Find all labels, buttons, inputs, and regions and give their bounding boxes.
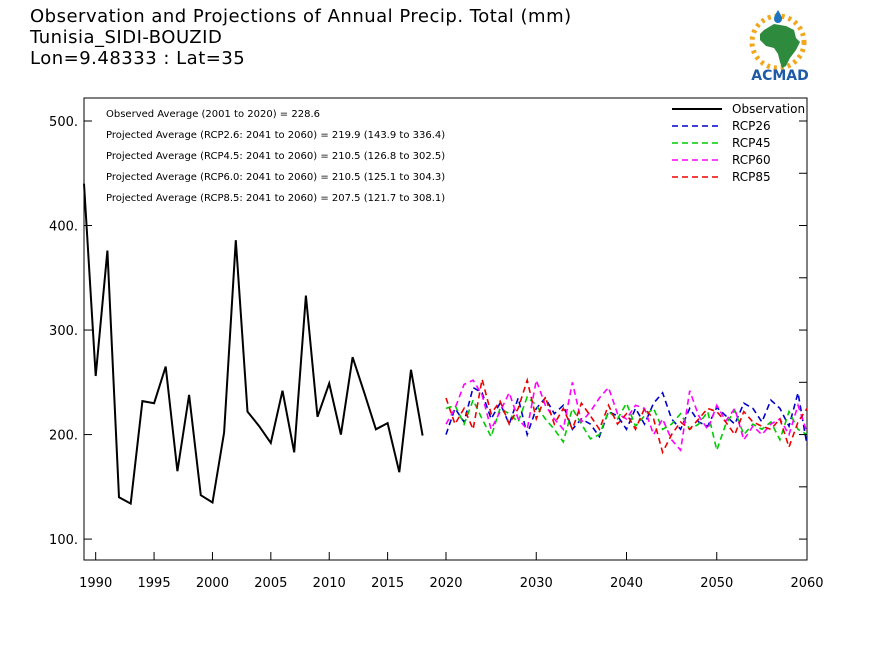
legend: Observation RCP26 RCP45 RCP60 RCP85 (672, 102, 805, 184)
x-tick-label: 2060 (790, 576, 823, 591)
raindrop-icon (774, 10, 782, 23)
x-tick-label: 2030 (520, 576, 553, 591)
y-tick-label: 300. (49, 324, 78, 339)
x-tick-label: 2000 (196, 576, 229, 591)
acmad-logo: ACMAD (749, 10, 809, 84)
y-tick-label: 500. (49, 115, 78, 130)
logo-text: ACMAD (751, 68, 809, 84)
x-tick-label: 1990 (79, 576, 112, 591)
x-tick-label: 2020 (429, 576, 462, 591)
x-tick-label: 1995 (138, 576, 171, 591)
chart-title: Observation and Projections of Annual Pr… (30, 6, 572, 27)
x-tick-label: 2015 (371, 576, 404, 591)
legend-label-rcp26: RCP26 (732, 119, 771, 133)
statistics-block: Observed Average (2001 to 2020) = 228.6 P… (106, 109, 445, 204)
plot-border (83, 97, 808, 561)
series-line-rcp85 (445, 377, 808, 455)
x-tick-label: 2005 (254, 576, 287, 591)
series-line-observation (83, 183, 424, 506)
series-layer (83, 183, 808, 506)
x-tick-label: 2040 (610, 576, 643, 591)
station-name: Tunisia_SIDI-BOUZID (30, 27, 223, 48)
y-tick-label: 200. (49, 429, 78, 444)
series-line-rcp45 (445, 395, 808, 454)
legend-label-rcp45: RCP45 (732, 136, 771, 150)
y-tick-label: 100. (49, 533, 78, 548)
stat-line: Projected Average (RCP6.0: 2041 to 2060)… (106, 172, 445, 183)
stat-line: Projected Average (RCP2.6: 2041 to 2060)… (106, 130, 445, 141)
axis-ticks: 100. 200. 300. 400. 500. 1990 1995 2000 2005 2010… (49, 115, 824, 591)
stat-line: Projected Average (RCP8.5: 2041 to 2060)… (106, 193, 445, 204)
legend-label-observation: Observation (732, 102, 805, 116)
plot-frame (83, 97, 808, 561)
x-tick-label: 2010 (313, 576, 346, 591)
legend-label-rcp85: RCP85 (732, 170, 771, 184)
station-coordinates: Lon=9.48333 : Lat=35 (30, 48, 246, 69)
x-tick-label: 2050 (700, 576, 733, 591)
legend-label-rcp60: RCP60 (732, 153, 771, 167)
stat-line: Projected Average (RCP4.5: 2041 to 2060)… (106, 151, 445, 162)
series-line-rcp60 (445, 377, 808, 453)
y-tick-label: 400. (49, 220, 78, 235)
stat-line: Observed Average (2001 to 2020) = 228.6 (106, 109, 320, 120)
series-line-rcp26 (445, 386, 808, 446)
africa-map-icon (760, 24, 800, 68)
chart-header: Observation and Projections of Annual Pr… (30, 6, 572, 69)
